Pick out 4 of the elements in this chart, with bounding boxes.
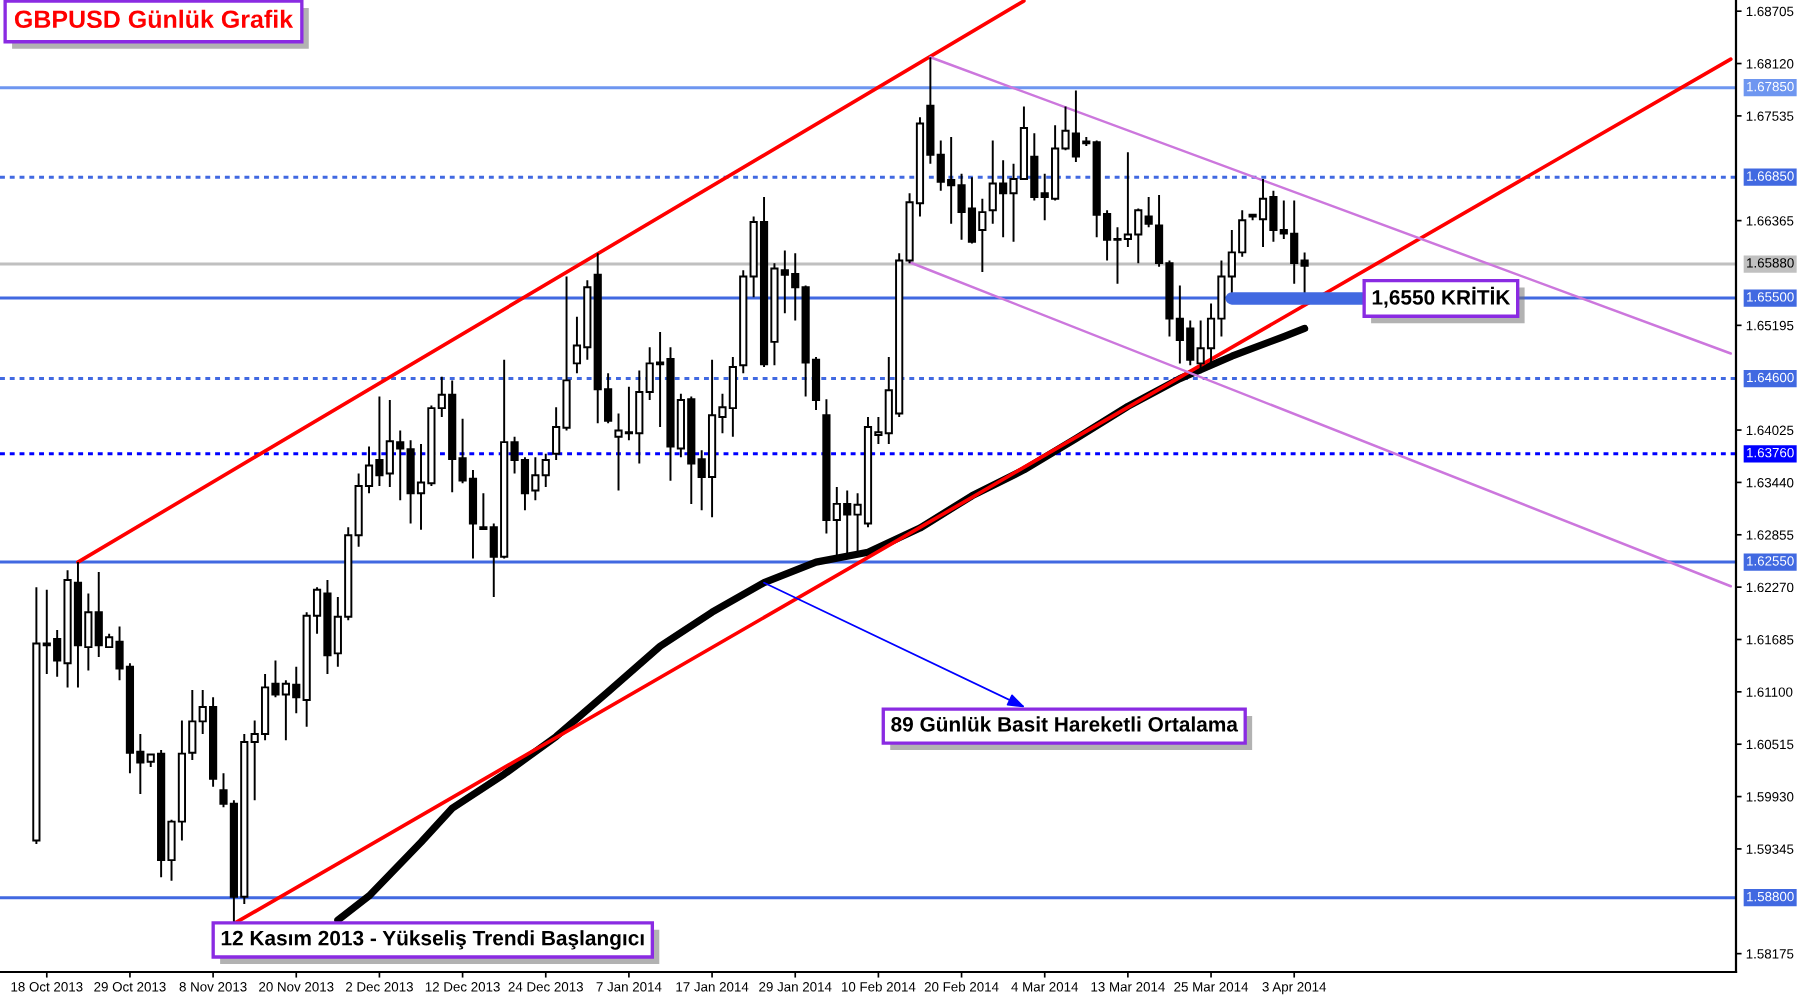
annotation: 12 Kasım 2013 - Yükseliş Trendi Başlangıcı bbox=[221, 930, 644, 950]
chart-title: GBPUSD Günlük Grafik bbox=[14, 9, 294, 29]
annotation: 89 Günlük Basit Hareketli Ortalama bbox=[891, 716, 1239, 732]
annotation: 1,6550 KRİTİK bbox=[1372, 286, 1511, 308]
